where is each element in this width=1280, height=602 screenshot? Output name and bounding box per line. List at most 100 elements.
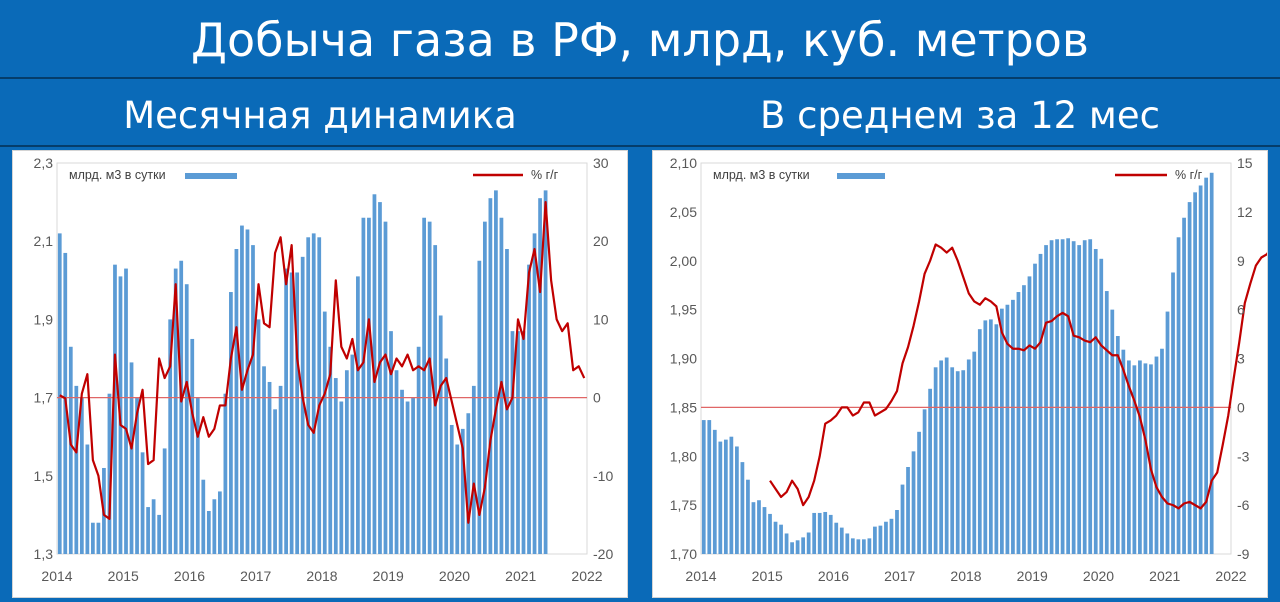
left-tick-label: 1,95 [670,302,697,318]
bar [834,522,839,554]
bar [344,370,349,554]
right-tick-label: 12 [1237,204,1253,220]
bar [983,320,988,554]
right-tick-label: 0 [1237,399,1245,415]
x-tick-label: 2019 [373,568,404,584]
bar [1110,309,1115,554]
left-tick-label: 1,70 [670,546,697,562]
bar [707,420,712,554]
bar [1049,240,1054,554]
title-divider [0,77,1280,79]
bar [245,229,250,554]
bar [1204,177,1209,554]
bar [217,491,222,554]
x-tick-label: 2020 [1083,568,1114,584]
bar [206,510,211,554]
legend-line-label: % г/г [1175,168,1203,182]
bar [212,499,217,554]
left-tick-label: 1,7 [34,390,54,406]
bar [1209,172,1214,554]
avg12-chart: 1,70 1,75 1,80 1,85 1,90 1,95 2,00 2,05 2,10 -9 -6… [670,155,1279,584]
bar [850,538,855,554]
bar [1082,240,1087,554]
bar [1000,308,1004,554]
left-tick-label: 2,00 [670,253,697,269]
bar [1033,263,1037,554]
bar [400,389,404,554]
bar [701,420,706,554]
bar [928,388,932,554]
bar [234,249,239,554]
bar [449,424,454,554]
bar [1077,245,1082,555]
bar [229,292,233,554]
bar [779,524,783,554]
left-tick-label: 1,5 [34,468,54,484]
bar [543,190,548,554]
bar [201,479,206,554]
bar [306,237,311,554]
bar [471,385,476,554]
plot-area [700,162,1232,555]
bar [906,467,910,554]
bar [494,190,498,554]
bar [1115,336,1120,554]
bar [884,521,888,554]
bar [488,198,493,554]
bar [505,249,509,554]
bar [267,381,272,554]
bar [900,484,905,554]
bar [856,539,861,554]
bar [1176,237,1181,554]
left-tick-label: 1,85 [670,399,697,415]
bar [994,324,999,554]
bar [1071,241,1076,554]
left-tick-label: 1,9 [34,311,54,327]
bar [1099,258,1104,554]
bar [1182,217,1186,554]
x-tick-label: 2018 [950,568,981,584]
legend-bar-label: млрд. м3 в сутки [69,168,166,182]
bar [1016,292,1021,554]
x-tick-label: 2020 [439,568,470,584]
bar [795,540,800,554]
bar [762,507,767,554]
bar [184,284,189,554]
bar [712,429,717,554]
right-tick-label: 9 [1237,253,1245,269]
legend-line-label: % г/г [531,168,559,182]
bar [723,439,728,554]
bar [1165,311,1170,554]
bar [85,444,90,554]
right-tick-label: 30 [593,155,609,171]
bar [1160,348,1164,554]
bar [57,233,62,554]
left-tick-label: 1,3 [34,546,54,562]
bar [378,202,382,554]
monthly-chart: 1,3 1,5 1,7 1,9 2,1 2,3 -20 -10 0 10 20 30 2014 2015 2… [34,155,614,584]
x-tick-label: 2014 [685,568,716,584]
bar [889,518,894,554]
bar [839,527,844,554]
bar [91,522,95,554]
bar [190,338,195,554]
bar [521,331,526,554]
bar [1193,192,1197,554]
x-tick-label: 2022 [571,568,602,584]
bar [845,533,850,554]
x-tick-label: 2016 [818,568,849,584]
right-tick-label: -9 [1237,546,1250,562]
right-tick-label: -20 [593,546,613,562]
bar [74,385,79,554]
bar [751,502,756,554]
bar [339,401,344,554]
bar [911,451,916,554]
bar [444,358,449,554]
bar [322,311,327,554]
bar [68,346,73,554]
bar [438,315,443,554]
bar [895,510,899,554]
bar [129,362,134,554]
bar [757,500,761,554]
bar [383,221,388,554]
